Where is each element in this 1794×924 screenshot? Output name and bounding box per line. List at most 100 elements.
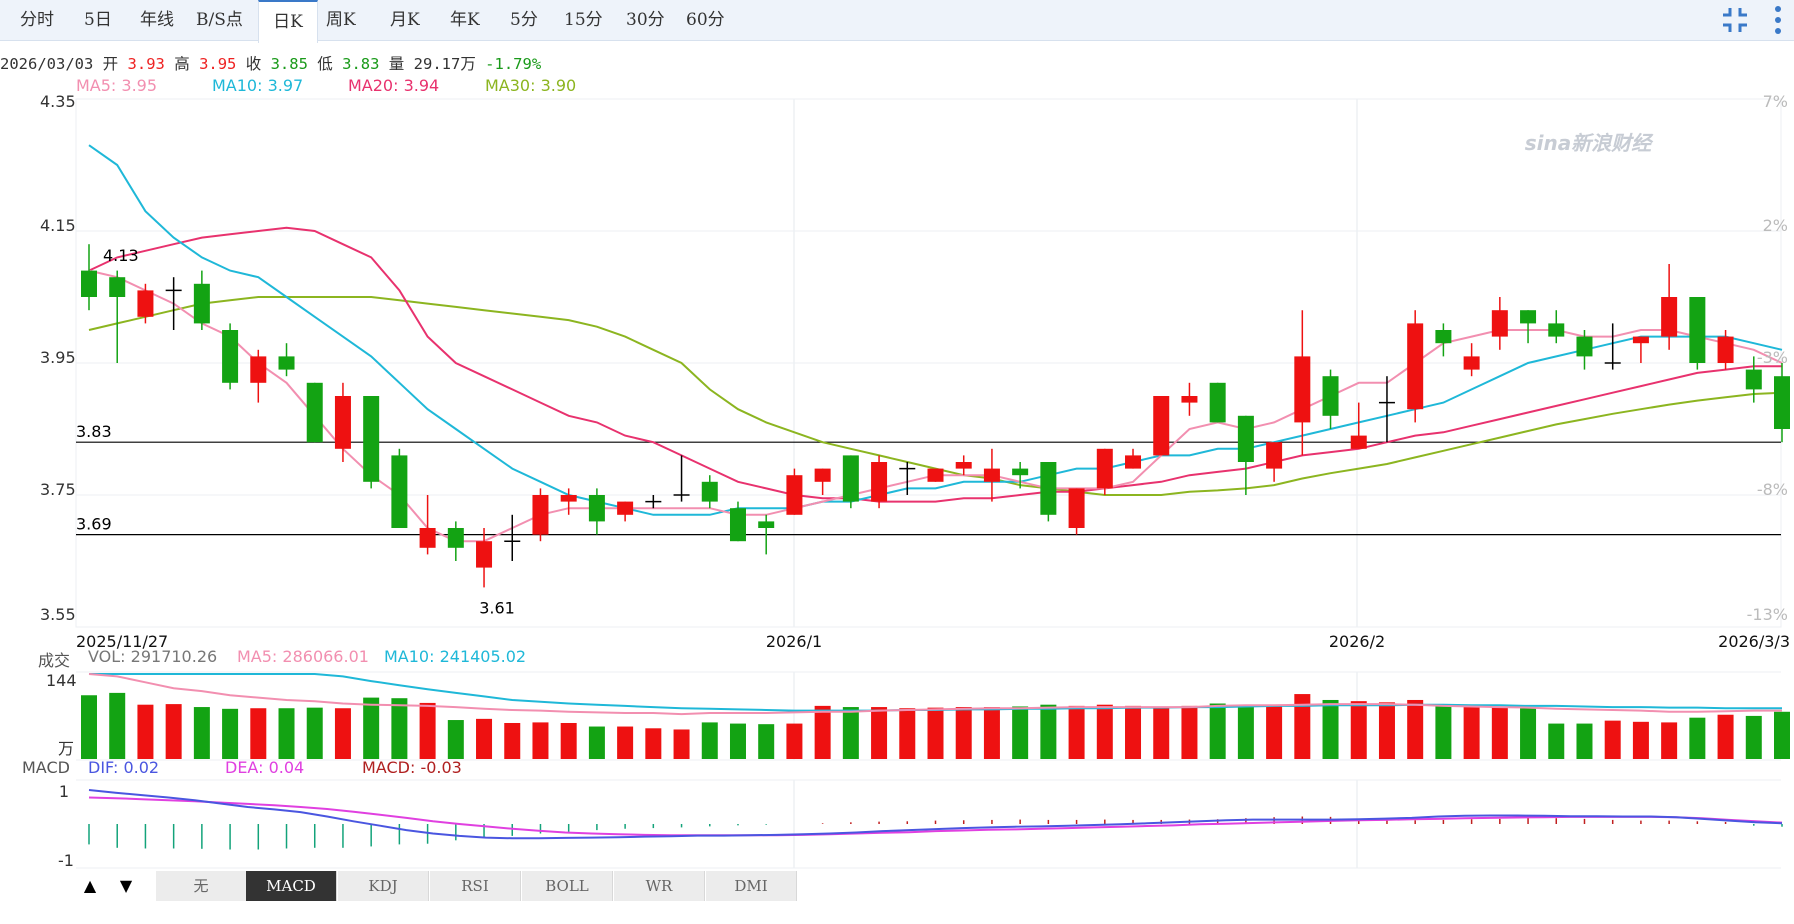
- volume-bar: [1774, 711, 1790, 759]
- indicator-tab-macd[interactable]: MACD: [246, 871, 337, 901]
- high-value: 3.95: [199, 55, 237, 73]
- candle: [786, 468, 803, 515]
- candle-body: [137, 290, 154, 317]
- volume-bar: [1604, 720, 1621, 759]
- tab-10[interactable]: 15分: [564, 10, 603, 30]
- ma10-legend: MA10: 3.97: [212, 76, 304, 95]
- candle-body: [193, 283, 210, 324]
- candle-body: [1040, 462, 1057, 515]
- volume-bar: [137, 704, 154, 759]
- collapse-icon[interactable]: [1720, 5, 1750, 35]
- candle-body: [476, 541, 493, 568]
- ma10-line: [88, 144, 1783, 516]
- candle: [871, 455, 888, 509]
- volume-bar: [729, 723, 746, 759]
- indicator-tab-wr[interactable]: WR: [614, 871, 705, 901]
- date-tick: 2025/11/27: [76, 632, 168, 651]
- arrow-up-button[interactable]: ▲: [83, 876, 97, 895]
- volume-bar: [109, 692, 126, 759]
- indicator-tab-dmi[interactable]: DMI: [706, 871, 797, 901]
- tab-3[interactable]: 年线: [140, 10, 174, 30]
- candle-body: [1350, 435, 1367, 449]
- candle-body: [1294, 356, 1311, 423]
- candle-body: [1520, 310, 1537, 324]
- volume-bar: [504, 722, 521, 759]
- pct-tick: -13%: [1747, 605, 1788, 624]
- tab-1[interactable]: 分时: [20, 10, 54, 30]
- candle-body: [532, 495, 549, 535]
- candle-body: [1435, 330, 1452, 344]
- volume-bar: [222, 708, 239, 759]
- volume-bar: [899, 708, 916, 759]
- indicator-tab-rsi[interactable]: RSI: [430, 871, 521, 901]
- volume-ma5-label: MA5: 286066.01: [237, 647, 369, 666]
- tab-11[interactable]: 30分: [626, 10, 665, 30]
- candle-body: [617, 501, 634, 515]
- candle-body: [222, 330, 239, 383]
- close-value: 3.85: [270, 55, 308, 73]
- watermark-text: sina新浪财经: [1525, 131, 1654, 155]
- candle: [758, 514, 775, 555]
- candle: [1604, 323, 1621, 370]
- tab-6[interactable]: 周K: [326, 10, 356, 30]
- candle: [363, 396, 380, 489]
- ma30-legend: MA30: 3.90: [485, 76, 577, 95]
- candle: [1717, 330, 1734, 370]
- volume-bar: [419, 702, 436, 759]
- tab-9[interactable]: 5分: [510, 10, 538, 30]
- more-vertical-icon[interactable]: [1772, 4, 1784, 36]
- candle: [1435, 323, 1452, 357]
- indicator-tab-kdj[interactable]: KDJ: [338, 871, 429, 901]
- candle: [447, 521, 464, 561]
- tab-2[interactable]: 5日: [84, 10, 112, 30]
- arrow-down-button[interactable]: ▼: [119, 876, 133, 895]
- candle: [842, 455, 859, 509]
- close-label: 收: [245, 55, 262, 73]
- volume-bar: [1350, 701, 1367, 759]
- volume-bar: [871, 707, 888, 759]
- candle-body: [419, 528, 436, 548]
- candle: [560, 488, 577, 515]
- ma20-legend: MA20: 3.94: [348, 76, 440, 95]
- volume-bar: [165, 704, 182, 759]
- indicator-tab-无[interactable]: 无: [156, 871, 247, 901]
- candle: [1294, 310, 1311, 456]
- volume-bar: [758, 724, 775, 759]
- volume-bar: [1463, 704, 1480, 759]
- tab-5[interactable]: 日K: [258, 0, 318, 43]
- volume-bar: [1322, 699, 1339, 759]
- candle: [1266, 442, 1283, 482]
- tab-7[interactable]: 月K: [390, 10, 420, 30]
- candle: [1181, 382, 1198, 416]
- candle: [1774, 363, 1790, 443]
- volume-bar: [334, 708, 351, 759]
- volume-label: 量: [388, 55, 405, 73]
- pct-tick: -3%: [1757, 348, 1788, 367]
- volume-bar: [1661, 722, 1678, 759]
- volume-bar: [927, 707, 944, 759]
- candle-body: [109, 277, 126, 297]
- volume-bar: [1266, 704, 1283, 759]
- candle: [1237, 415, 1254, 495]
- candle: [1350, 402, 1367, 449]
- candle-body: [1689, 297, 1706, 363]
- volume-bar: [1407, 699, 1424, 759]
- volume-bar: [1491, 707, 1508, 759]
- indicator-tab-boll[interactable]: BOLL: [522, 871, 613, 901]
- date-tick: 2026/3/3: [1718, 632, 1790, 651]
- sina-watermark: sina新浪财经: [1525, 131, 1654, 155]
- candle: [193, 270, 210, 330]
- candle-body: [1576, 336, 1593, 357]
- candle-body: [758, 521, 775, 528]
- volume-bar: [983, 707, 1000, 759]
- macd-axis-top: 1: [59, 782, 69, 801]
- tab-12[interactable]: 60分: [686, 10, 725, 30]
- tab-8[interactable]: 年K: [450, 10, 480, 30]
- volume-bar: [476, 718, 493, 759]
- candle: [278, 343, 295, 377]
- candle: [1689, 297, 1706, 370]
- price-tick: 3.95: [40, 348, 76, 367]
- tab-4[interactable]: B/S点: [196, 10, 243, 30]
- change-value: -1.79%: [485, 55, 542, 73]
- volume-bar: [701, 722, 718, 759]
